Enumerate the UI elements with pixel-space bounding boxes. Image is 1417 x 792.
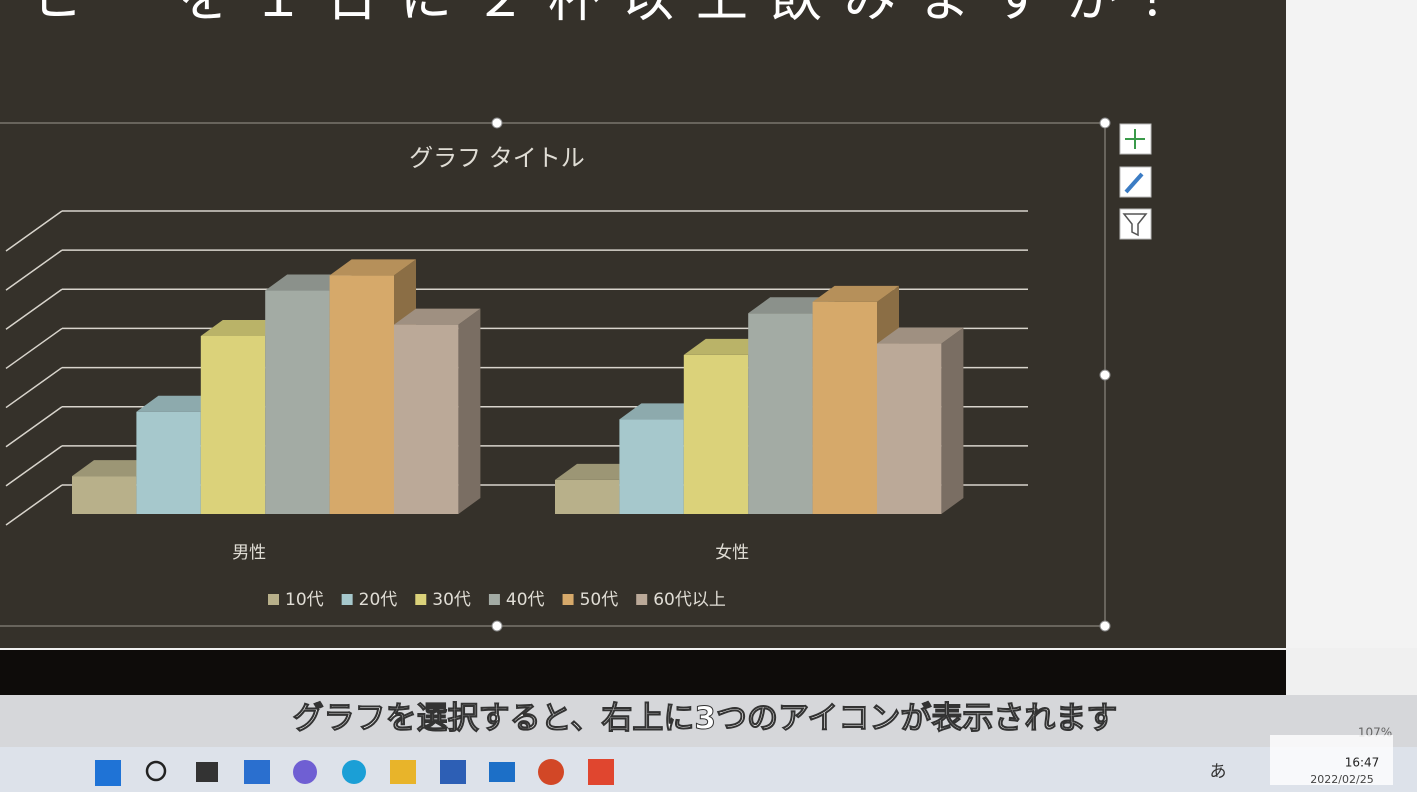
bar (265, 290, 330, 514)
bar (619, 419, 684, 514)
bar-top (329, 259, 416, 276)
status-bar (0, 695, 1417, 747)
legend-swatch (488, 594, 500, 605)
clock[interactable]: 16:47 (1345, 756, 1380, 770)
grid-diagonal (5, 484, 63, 526)
chart-title: グラフ タイトル (409, 144, 585, 172)
grid-diagonal (5, 327, 63, 370)
legend-label: 50代 (580, 590, 619, 610)
slide-title: ヒーを１日に２杯以上飲みますか？ (30, 0, 1214, 29)
bar (812, 301, 877, 514)
caption: グラフを選択すると、右上に3つのアイコンが表示されます (293, 701, 1118, 737)
legend-swatch (562, 594, 574, 605)
bar-top (812, 285, 899, 302)
legend-label: 30代 (432, 590, 471, 610)
bar (72, 476, 137, 514)
bar (136, 411, 201, 514)
bar-top (877, 327, 964, 344)
plot: 男性 女性 10代 20代 30代 40代 50代 60代以上 (5, 210, 1028, 610)
legend-label: 60代以上 (653, 590, 726, 610)
bar (200, 335, 266, 514)
bar (877, 343, 942, 514)
grid-diagonal (5, 406, 63, 448)
legend-swatch (415, 594, 427, 605)
date[interactable]: 2022/02/25 (1310, 773, 1373, 786)
legend-label: 40代 (506, 590, 545, 610)
legend-label: 20代 (359, 590, 398, 610)
bar (748, 313, 813, 514)
grid-diagonal (5, 210, 63, 252)
grid-diagonal (5, 249, 63, 291)
handles (491, 117, 1111, 632)
ime[interactable]: あ (1210, 762, 1227, 782)
bar (555, 479, 620, 514)
grid-diagonal (5, 288, 63, 330)
bar-side (458, 308, 481, 514)
x-tick-label: 女性 (715, 543, 749, 563)
bar-top (394, 308, 481, 325)
taskbar (0, 747, 1417, 792)
notes-band (0, 650, 1286, 695)
bar (394, 324, 459, 514)
x-tick-label: 男性 (232, 543, 266, 563)
legend-label: 10代 (285, 590, 324, 610)
bar (329, 275, 394, 514)
bar-side (941, 327, 964, 514)
grid-diagonal (5, 366, 63, 409)
slide (0, 0, 1286, 648)
watermark-box (1270, 735, 1393, 785)
grid-diagonal (5, 445, 63, 487)
bar (683, 354, 749, 514)
taskbar-icons[interactable] (95, 759, 614, 786)
legend-swatch (341, 594, 353, 605)
legend-swatch (268, 594, 279, 605)
side-pane (1286, 0, 1417, 648)
chart-buttons[interactable] (1119, 123, 1152, 240)
legend-swatch (636, 594, 648, 605)
